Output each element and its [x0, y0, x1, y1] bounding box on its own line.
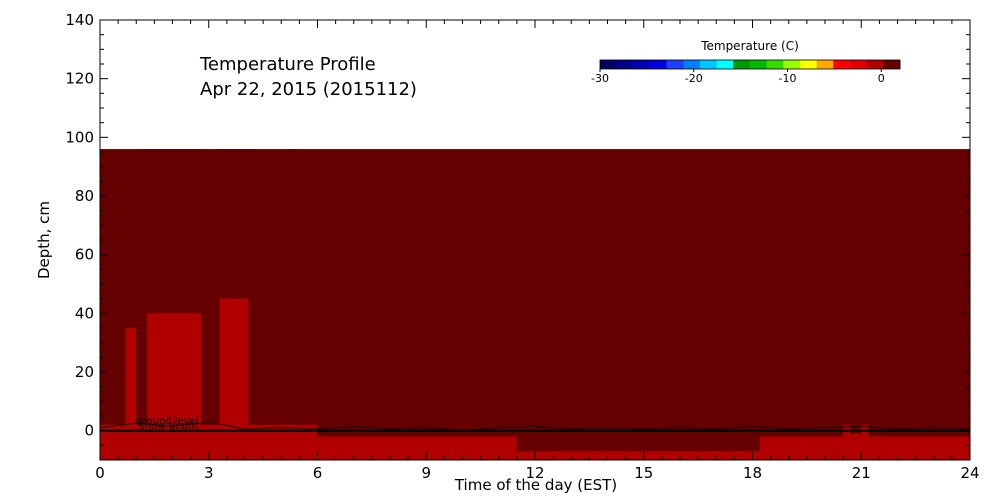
colorbar-frame — [599, 59, 901, 70]
x-tick-label: 6 — [313, 464, 323, 482]
colorbar-cell — [616, 60, 634, 69]
x-tick-label: 12 — [525, 464, 544, 482]
chart-title: Temperature Profile — [199, 54, 376, 75]
x-axis-title: Time of the day (EST) — [454, 476, 617, 494]
ground-level-annotation: ground level — [136, 416, 198, 427]
heatmap-cell — [147, 313, 202, 425]
colorbar-cell — [816, 60, 834, 69]
y-tick-label: 140 — [65, 11, 94, 29]
y-axis-title: Depth, cm — [35, 201, 53, 279]
y-tick-label: 80 — [75, 187, 94, 205]
y-tick-label: 40 — [75, 304, 94, 322]
x-tick-label: 0 — [95, 464, 105, 482]
heatmap-cell — [201, 225, 216, 425]
colorbar: Temperature (C) -30 -20 -10 0 — [591, 39, 901, 85]
chart-subtitle: Apr 22, 2015 (2015112) — [200, 79, 417, 100]
heatmap-cell — [179, 389, 187, 408]
colorbar-cell — [633, 60, 651, 69]
heatmap-cell — [299, 357, 307, 425]
y-tick-label: 120 — [65, 70, 94, 88]
heatmap-cell — [516, 451, 760, 460]
heatmap-cell — [535, 436, 550, 452]
colorbar-cell — [766, 60, 784, 69]
y-tick-label: 0 — [84, 422, 94, 440]
colorbar-tick-label: -10 — [779, 72, 797, 85]
colorbar-cell — [733, 60, 751, 69]
heatmap-layer — [100, 149, 970, 461]
colorbar-cell — [650, 60, 667, 69]
y-tick-label: 60 — [75, 246, 94, 264]
colorbar-cell — [683, 60, 701, 69]
x-tick-label: 18 — [743, 464, 762, 482]
heatmap-cell — [266, 342, 282, 425]
colorbar-cell — [833, 60, 851, 69]
heatmap-cell — [850, 424, 862, 434]
line-layer — [99, 421, 971, 432]
heatmap-cell — [288, 149, 300, 425]
colorbar-cell — [750, 60, 767, 69]
colorbar-cells — [599, 59, 901, 70]
colorbar-cell — [866, 60, 884, 69]
heatmap-cell — [219, 298, 249, 425]
colorbar-tick-label: 0 — [878, 72, 885, 85]
y-axis: 0 20 40 60 80 100 120 140 — [65, 11, 970, 461]
heatmap-cell — [759, 436, 970, 460]
x-tick-label: 3 — [204, 464, 214, 482]
snow-depth-line — [99, 421, 971, 432]
colorbar-cell — [716, 60, 734, 69]
colorbar-tick-label: -20 — [685, 72, 703, 85]
colorbar-cell — [800, 60, 817, 69]
colorbar-cell — [783, 60, 801, 69]
heatmap-cell — [125, 328, 137, 425]
x-tick-label: 15 — [634, 464, 653, 482]
colorbar-cell — [883, 60, 901, 69]
x-tick-label: 24 — [960, 464, 979, 482]
heatmap-cell — [317, 436, 517, 460]
y-tick-label: 20 — [75, 363, 94, 381]
colorbar-cell — [700, 60, 717, 69]
colorbar-cell — [600, 60, 617, 69]
colorbar-cell — [666, 60, 684, 69]
colorbar-tick-label: -30 — [591, 72, 609, 85]
y-tick-label: 100 — [65, 128, 94, 146]
x-tick-label: 9 — [421, 464, 431, 482]
snow-depth-annotation: snow depth — [140, 421, 198, 432]
colorbar-ticks: -30 -20 -10 0 — [591, 69, 885, 85]
colorbar-cell — [850, 60, 867, 69]
heatmap-cell — [516, 436, 535, 452]
x-axis: 0 3 6 9 12 15 18 21 24 — [95, 20, 980, 482]
x-tick-label: 21 — [852, 464, 871, 482]
colorbar-title: Temperature (C) — [700, 39, 799, 53]
